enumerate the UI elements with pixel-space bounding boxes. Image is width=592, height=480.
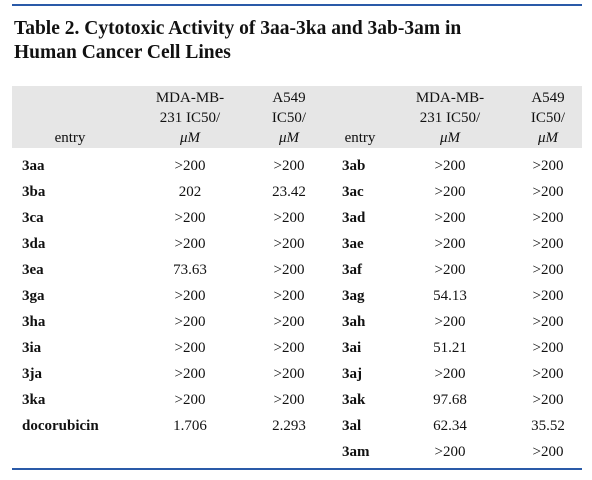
value-cell: >200 [435, 210, 466, 226]
value-cell: >200 [533, 366, 564, 382]
value-cell: >200 [175, 314, 206, 330]
entry-cell: 3ag [342, 288, 365, 304]
value-cell: >200 [175, 340, 206, 356]
table-title: Human Cancer Cell Lines [14, 42, 231, 63]
entry-cell: 3aa [22, 158, 45, 174]
value-cell: 54.13 [433, 288, 467, 304]
column-header: μM [278, 130, 301, 146]
value-cell: >200 [435, 262, 466, 278]
value-cell: >200 [435, 444, 466, 460]
column-header: μM [439, 130, 462, 146]
value-cell: 1.706 [173, 418, 207, 434]
entry-cell: 3ba [22, 184, 46, 200]
value-cell: >200 [533, 392, 564, 408]
entry-cell: 3ae [342, 236, 364, 252]
column-header: 231 IC50/ [160, 110, 221, 126]
value-cell: >200 [175, 210, 206, 226]
column-header: 231 IC50/ [420, 110, 481, 126]
value-cell: >200 [533, 340, 564, 356]
value-cell: >200 [274, 340, 305, 356]
entry-cell: 3ab [342, 158, 365, 174]
column-header: μM [537, 130, 560, 146]
value-cell: >200 [533, 158, 564, 174]
value-cell: >200 [435, 314, 466, 330]
column-header: IC50/ [272, 110, 307, 126]
entry-cell: 3ia [22, 340, 42, 356]
entry-cell: 3ac [342, 184, 364, 200]
column-header: MDA-MB- [156, 90, 224, 106]
column-header: entry [55, 130, 86, 146]
entry-cell: docorubicin [22, 418, 99, 434]
value-cell: 23.42 [272, 184, 306, 200]
value-cell: >200 [533, 210, 564, 226]
entry-cell: 3aj [342, 366, 362, 382]
value-cell: >200 [274, 236, 305, 252]
value-cell: >200 [274, 262, 305, 278]
value-cell: 62.34 [433, 418, 467, 434]
value-cell: >200 [533, 184, 564, 200]
value-cell: 97.68 [433, 392, 467, 408]
top-rule [12, 4, 582, 6]
value-cell: >200 [274, 314, 305, 330]
entry-cell: 3ai [342, 340, 361, 356]
column-header: entry [345, 130, 376, 146]
value-cell: 73.63 [173, 262, 207, 278]
value-cell: >200 [533, 444, 564, 460]
entry-cell: 3ja [22, 366, 42, 382]
entry-cell: 3ad [342, 210, 366, 226]
entry-cell: 3af [342, 262, 363, 278]
header-band [12, 86, 582, 148]
value-cell: >200 [175, 366, 206, 382]
entry-cell: 3am [342, 444, 370, 460]
value-cell: >200 [533, 236, 564, 252]
entry-cell: 3ah [342, 314, 366, 330]
entry-cell: 3da [22, 236, 46, 252]
value-cell: >200 [533, 314, 564, 330]
value-cell: >200 [533, 288, 564, 304]
column-header: IC50/ [531, 110, 566, 126]
table-title: Table 2. Cytotoxic Activity of 3aa-3ka a… [14, 18, 461, 39]
value-cell: >200 [175, 392, 206, 408]
column-header: μM [179, 130, 202, 146]
value-cell: 35.52 [531, 418, 565, 434]
column-header: MDA-MB- [416, 90, 484, 106]
value-cell: >200 [435, 236, 466, 252]
value-cell: >200 [274, 288, 305, 304]
entry-cell: 3al [342, 418, 361, 434]
value-cell: 202 [179, 184, 202, 200]
value-cell: >200 [435, 158, 466, 174]
value-cell: >200 [435, 184, 466, 200]
value-cell: >200 [274, 366, 305, 382]
entry-cell: 3ga [22, 288, 45, 304]
value-cell: >200 [274, 210, 305, 226]
value-cell: >200 [435, 366, 466, 382]
value-cell: >200 [533, 262, 564, 278]
value-cell: >200 [274, 158, 305, 174]
value-cell: 2.293 [272, 418, 306, 434]
value-cell: >200 [274, 392, 305, 408]
column-header: A549 [272, 90, 305, 106]
value-cell: >200 [175, 158, 206, 174]
entry-cell: 3ak [342, 392, 366, 408]
entry-cell: 3ca [22, 210, 44, 226]
bottom-rule [12, 468, 582, 470]
value-cell: >200 [175, 288, 206, 304]
column-header: A549 [531, 90, 564, 106]
entry-cell: 3ha [22, 314, 46, 330]
value-cell: 51.21 [433, 340, 467, 356]
value-cell: >200 [175, 236, 206, 252]
entry-cell: 3ea [22, 262, 44, 278]
entry-cell: 3ka [22, 392, 46, 408]
